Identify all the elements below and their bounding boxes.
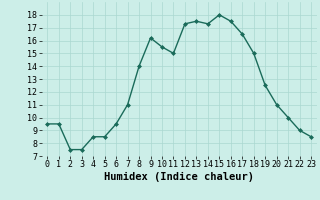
X-axis label: Humidex (Indice chaleur): Humidex (Indice chaleur) [104,172,254,182]
